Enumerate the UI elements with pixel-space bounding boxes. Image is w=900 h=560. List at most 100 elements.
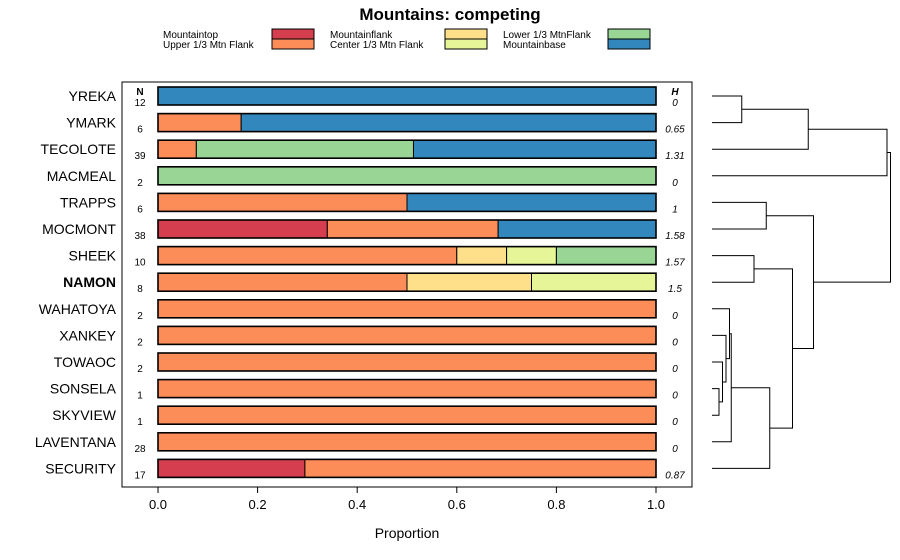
dendrogram [712, 95, 891, 469]
legend-label-center-1-3-mtn-flank: Center 1/3 Mtn Flank [330, 40, 424, 51]
bar-wahatoya-upper-1-3-mtn-flank [157, 299, 657, 319]
n-value-ymark: 6 [137, 125, 143, 136]
h-value-ymark: 0.65 [665, 125, 685, 136]
bar-namon-upper-1-3-mtn-flank [157, 272, 408, 292]
row-label-towaoc: TOWAOC [54, 354, 116, 370]
bar-outline-sheek [157, 245, 657, 266]
h-value-macmeal: 0 [672, 178, 678, 189]
h-value-skyview: 0 [672, 417, 678, 428]
bar-sheek-center-1-3-mtn-flank [506, 246, 557, 266]
dendrogram-link-8 [712, 308, 730, 360]
bar-tecolote-mountainbase [412, 139, 657, 159]
bar-outline-tecolote [157, 139, 657, 159]
dendrogram-link-10 [712, 387, 771, 469]
bar-ymark-upper-1-3-mtn-flank [157, 113, 242, 133]
bar-sheek-upper-1-3-mtn-flank [157, 246, 458, 266]
chart-title: Mountains: competing [359, 5, 540, 24]
bar-namon-mountainflank [406, 272, 532, 292]
n-value-mocmont: 38 [134, 231, 146, 242]
bar-outline-ymark [157, 112, 657, 133]
n-value-sonsela: 1 [137, 391, 143, 402]
dendrogram-link-4 [712, 255, 755, 283]
h-value-yreka: 0 [672, 98, 678, 109]
dendrogram-link-2 [712, 128, 888, 177]
n-value-trapps: 6 [137, 204, 143, 215]
row-label-tecolote: TECOLOTE [41, 141, 116, 157]
legend-label-mountainbase: Mountainbase [503, 40, 566, 51]
plot-frame [121, 81, 693, 488]
bar-mocmont-mountaintop [157, 219, 328, 239]
bar-outline-sonsela [157, 378, 657, 399]
row-label-namon: NAMON [63, 274, 116, 290]
n-value-macmeal: 2 [137, 178, 143, 189]
x-tick-label-0-6: 0.6 [448, 497, 466, 512]
bar-macmeal-lower-1-3-mtnflank [157, 166, 657, 186]
x-tick-label-0-8: 0.8 [547, 497, 565, 512]
legend-label-mountainflank: Mountainflank [330, 30, 393, 41]
bar-security-upper-1-3-mtn-flank [304, 458, 657, 478]
n-value-tecolote: 39 [134, 151, 146, 162]
h-value-laventana: 0 [672, 444, 678, 455]
bar-tecolote-lower-1-3-mtnflank [195, 139, 414, 159]
h-value-trapps: 1 [672, 204, 678, 215]
legend-swatch-center-1-3-mtn-flank [444, 38, 488, 50]
h-value-mocmont: 1.58 [665, 231, 685, 242]
row-label-skyview: SKYVIEW [52, 407, 117, 423]
x-tick-label-0-0: 0.0 [149, 497, 167, 512]
h-value-towaoc: 0 [672, 364, 678, 375]
bar-skyview-upper-1-3-mtn-flank [157, 405, 657, 425]
bar-namon-center-1-3-mtn-flank [531, 272, 657, 292]
legend-label-lower-1-3-mtnflank: Lower 1/3 MtnFlank [503, 30, 592, 41]
bar-ymark-mountainbase [240, 113, 657, 133]
bar-outline-wahatoya [157, 298, 657, 319]
row-label-sheek: SHEEK [69, 248, 117, 264]
n-value-laventana: 28 [134, 444, 146, 455]
dendrogram-link-7 [712, 334, 727, 383]
n-value-namon: 8 [137, 284, 143, 295]
h-value-security: 0.87 [665, 470, 685, 481]
bar-xankey-upper-1-3-mtn-flank [157, 325, 657, 345]
dendrogram-link-1 [712, 108, 809, 150]
n-value-wahatoya: 2 [137, 311, 143, 322]
h-value-wahatoya: 0 [672, 311, 678, 322]
bar-towaoc-upper-1-3-mtn-flank [157, 352, 657, 372]
x-axis-label: Proportion [375, 525, 440, 541]
row-label-security: SECURITY [45, 460, 116, 476]
bar-trapps-mountainbase [406, 192, 657, 212]
bar-yreka-mountainbase [157, 86, 657, 106]
bar-laventana-upper-1-3-mtn-flank [157, 432, 657, 452]
h-value-tecolote: 1.31 [665, 151, 684, 162]
row-label-xankey: XANKEY [59, 327, 116, 343]
h-value-sheek: 1.57 [665, 258, 685, 269]
row-label-wahatoya: WAHATOYA [39, 301, 117, 317]
x-tick-label-1-0: 1.0 [647, 497, 665, 512]
bar-mocmont-mountainbase [497, 219, 657, 239]
bars-group [157, 86, 657, 479]
row-label-macmeal: MACMEAL [47, 168, 116, 184]
bar-sonsela-upper-1-3-mtn-flank [157, 379, 657, 399]
legend-swatch-mountaintop [271, 28, 315, 40]
n-value-sheek: 10 [134, 258, 146, 269]
bar-tecolote-upper-1-3-mtn-flank [157, 139, 197, 159]
n-value-security: 17 [134, 470, 146, 481]
bar-outline-skyview [157, 405, 657, 426]
dendrogram-link-13 [813, 152, 891, 283]
dendrogram-link-5 [712, 388, 720, 416]
bar-sheek-mountainflank [456, 246, 508, 266]
dendrogram-link-3 [712, 201, 767, 230]
legend-label-mountaintop: Mountaintop [163, 30, 218, 41]
dendrogram-link-6 [712, 361, 723, 403]
n-value-xankey: 2 [137, 337, 143, 348]
dendrogram-link-12 [766, 215, 814, 349]
bar-outline-laventana [157, 431, 657, 452]
x-axis: 0.0 0.2 0.4 0.6 0.8 1.0 [149, 487, 665, 512]
n-value-yreka: 12 [134, 98, 146, 109]
bar-outline-mocmont [157, 219, 657, 239]
bar-mocmont-upper-1-3-mtn-flank [326, 219, 499, 239]
row-label-sonsela: SONSELA [50, 381, 117, 397]
h-value-xankey: 0 [672, 337, 678, 348]
legend-swatch-upper-1-3-mtn-flank [271, 38, 315, 50]
bar-outline-towaoc [157, 352, 657, 372]
